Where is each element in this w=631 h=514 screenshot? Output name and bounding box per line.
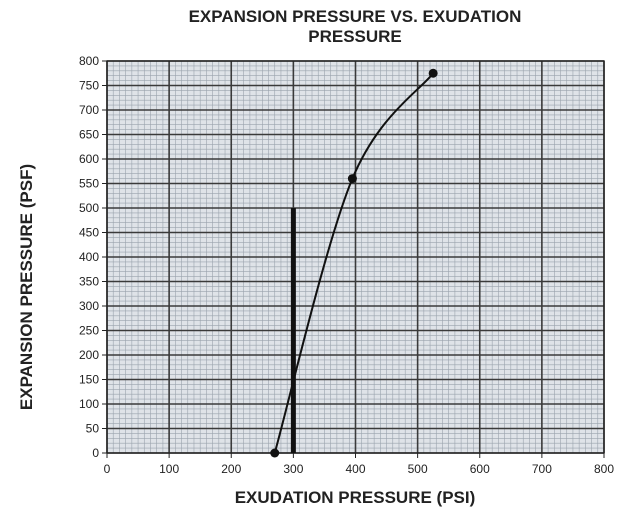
x-tick-label: 800 [594,462,614,476]
x-tick-label: 400 [345,462,365,476]
y-tick-label: 450 [79,226,99,240]
y-tick-label: 400 [79,250,99,264]
y-axis-title: EXPANSION PRESSURE (PSF) [17,164,36,410]
reference-line [290,208,296,453]
x-tick-label: 700 [532,462,552,476]
x-tick-label: 500 [408,462,428,476]
y-tick-label: 200 [79,348,99,362]
y-axis-ticks: 0 50 100 150 200 250 300 350 400 450 500 550 600 650 7… [79,54,107,460]
x-tick-label: 100 [159,462,179,476]
x-tick-label: 300 [283,462,303,476]
x-tick-label: 0 [104,462,111,476]
y-tick-label: 800 [79,54,99,68]
y-tick-label: 300 [79,299,99,313]
y-tick-label: 250 [79,324,99,338]
x-tick-label: 600 [470,462,490,476]
data-points [270,68,438,458]
data-point [270,448,280,458]
y-tick-label: 100 [79,397,99,411]
y-tick-label: 650 [79,128,99,142]
y-tick-label: 600 [79,152,99,166]
y-tick-label: 50 [86,422,100,436]
x-axis-title: EXUDATION PRESSURE (PSI) [235,488,476,507]
data-point [347,174,357,184]
series-line [273,72,434,454]
y-tick-label: 350 [79,275,99,289]
y-tick-label: 500 [79,201,99,215]
y-tick-label: 750 [79,79,99,93]
chart-title-line-2: PRESSURE [308,27,402,46]
y-tick-label: 550 [79,177,99,191]
x-tick-label: 200 [221,462,241,476]
y-tick-label: 0 [92,446,99,460]
chart-title-line-1: EXPANSION PRESSURE VS. EXUDATION [189,7,522,26]
data-point [428,68,438,78]
y-tick-label: 150 [79,373,99,387]
y-tick-label: 700 [79,103,99,117]
x-axis-ticks: 0 100 200 300 400 500 600 700 800 [104,453,614,476]
